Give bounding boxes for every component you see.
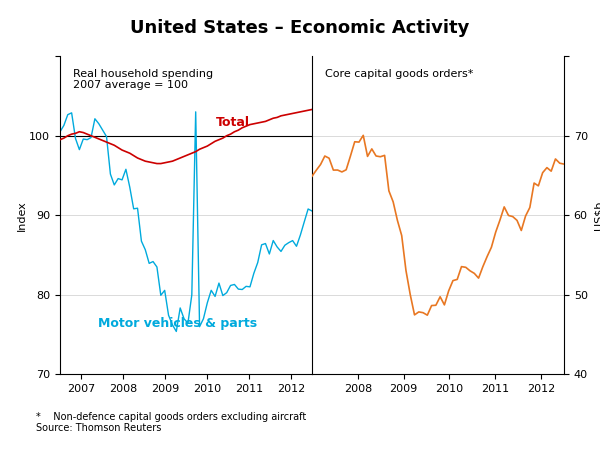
Text: United States – Economic Activity: United States – Economic Activity: [130, 19, 470, 37]
Y-axis label: US$b: US$b: [593, 201, 600, 230]
Text: *    Non-defence capital goods orders excluding aircraft
Source: Thomson Reuters: * Non-defence capital goods orders exclu…: [36, 412, 306, 433]
Text: Motor vehicles & parts: Motor vehicles & parts: [98, 317, 257, 329]
Text: Total: Total: [216, 116, 250, 129]
Text: Core capital goods orders*: Core capital goods orders*: [325, 69, 473, 79]
Text: Real household spending
2007 average = 100: Real household spending 2007 average = 1…: [73, 69, 213, 90]
Y-axis label: Index: Index: [17, 200, 26, 231]
